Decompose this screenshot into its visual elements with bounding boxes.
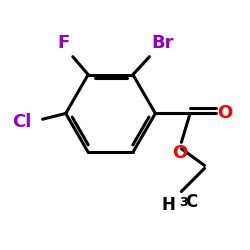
Text: 3: 3 bbox=[179, 196, 188, 209]
Text: C: C bbox=[185, 193, 197, 211]
Text: Br: Br bbox=[152, 34, 174, 52]
Text: H: H bbox=[162, 196, 175, 214]
Text: O: O bbox=[172, 144, 188, 162]
Text: F: F bbox=[57, 34, 69, 52]
Text: Cl: Cl bbox=[12, 113, 31, 131]
Text: O: O bbox=[218, 104, 233, 122]
